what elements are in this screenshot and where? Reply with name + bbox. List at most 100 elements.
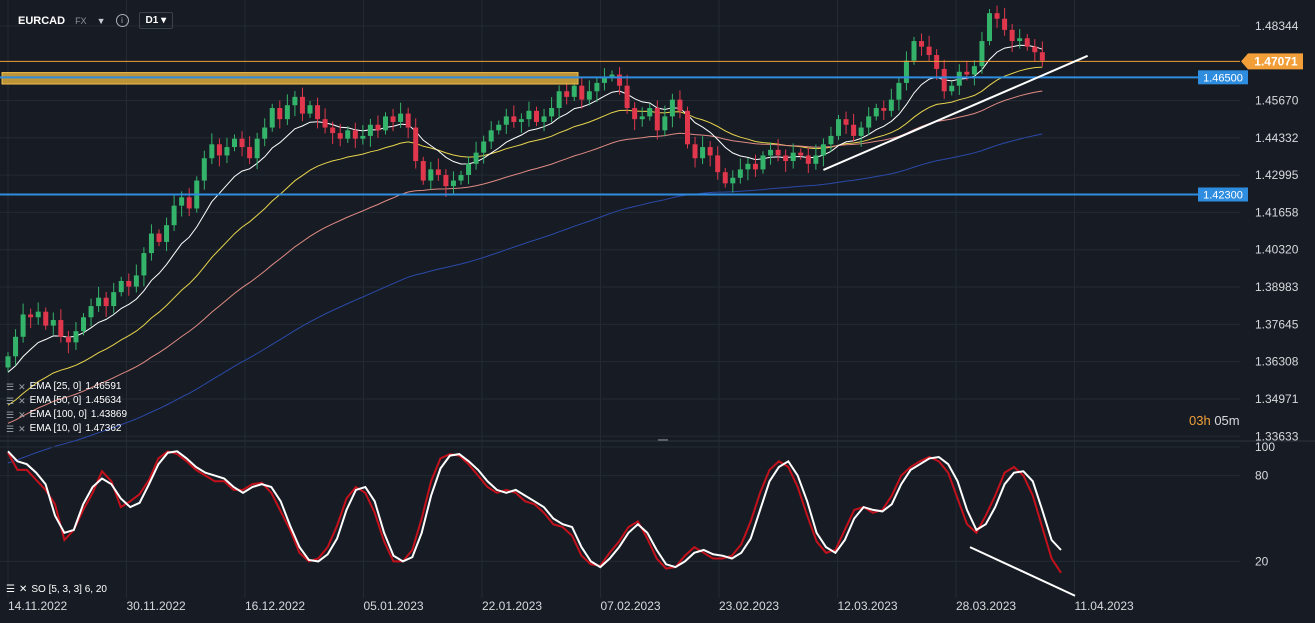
candle-body [632,108,638,120]
candle-body [118,280,124,293]
candle-body [768,149,774,156]
candle-body [209,144,215,159]
trendline [823,54,1089,171]
chevron-down-icon[interactable]: ▼ [96,15,106,26]
candle-body [345,130,351,139]
candle-body [284,105,290,120]
candle-body [171,205,177,226]
candle-body [715,155,721,173]
so-tick-label: 100 [1255,440,1275,454]
timer-hours: 03h [1189,413,1211,428]
candle-body [556,91,562,109]
legend-row[interactable]: ☰ ✕ EMA [10, 0] 1.47362 [6,422,127,436]
info-icon[interactable]: i [115,14,129,27]
timer-minutes: 05m [1214,413,1240,428]
date-tick-label: 23.02.2023 [719,599,779,613]
candle-body [352,130,358,139]
candle-body [994,13,1000,19]
menu-icon[interactable]: ☰ [6,424,15,434]
candle-body [896,82,902,100]
date-tick-label: 30.11.2022 [127,599,186,613]
legend-row[interactable]: ☰ ✕ EMA [25, 0] 1.46591 [6,380,127,394]
candle-body [443,174,449,187]
timeframe-selector[interactable]: D1 ▾ [138,12,174,29]
candle-body [1017,38,1023,42]
legend-row[interactable]: ☰ ✕ EMA [100, 0] 1.43869 [6,408,127,422]
price-tick-label: 1.48344 [1255,19,1299,33]
candle-body [164,225,170,242]
close-icon[interactable]: ✕ [18,382,26,392]
candle-body [858,127,864,136]
candle-body [820,144,826,156]
candle-body [518,119,524,122]
price-tick-label: 1.40320 [1255,243,1299,257]
candle-body [269,108,275,128]
close-icon[interactable]: ✕ [18,396,26,406]
candles [5,5,1045,372]
candle-body [322,119,328,128]
candle-body [971,66,977,75]
menu-icon[interactable]: ☰ [6,584,15,595]
overlays [0,54,1240,196]
candle-body [941,68,947,92]
candle-body [1032,46,1038,53]
menu-icon[interactable]: ☰ [6,396,15,406]
candle-body [58,320,64,337]
candle-body [315,105,321,120]
candle-body [458,174,464,181]
candle-body [534,110,539,122]
candle-body [43,311,49,326]
close-icon[interactable]: ✕ [18,584,28,595]
menu-icon[interactable]: ☰ [6,382,15,392]
close-icon[interactable]: ✕ [18,424,26,434]
candle-body [617,74,623,86]
market-label: FX [75,15,87,26]
candle-body [375,124,381,131]
candle-body [594,82,600,92]
candle-body [866,116,872,128]
price-tick-label: 1.37645 [1255,317,1299,331]
candle-body [843,119,849,125]
ema-line-10 [7,44,1043,373]
candle-body [262,127,268,139]
candle-body [420,161,426,181]
date-tick-label: 16.12.2022 [245,599,305,613]
panel-resize-handle [658,439,668,441]
candle-body [836,119,841,136]
candle-body [669,99,675,117]
close-icon[interactable]: ✕ [18,410,26,420]
legend-row[interactable]: ☰ ✕ EMA [50, 0] 1.45634 [6,394,127,408]
divergence-line [969,546,1076,597]
menu-icon[interactable]: ☰ [6,410,15,420]
legend-label: EMA [25, 0] [29,381,82,392]
candle-body [1024,38,1030,47]
timeframe-label: D1 [145,15,159,26]
candle-body [35,311,41,318]
candle-body [564,91,570,97]
chart-header: EURCAD FX ▼ i D1 ▾ [18,12,174,29]
candle-body [1039,52,1045,61]
stochastic-panel: 100 80 20 [0,440,1275,597]
price-tick-label: 1.38983 [1255,280,1299,294]
legend-value: 1.43869 [90,409,128,420]
candle-body [783,155,789,162]
symbol-label[interactable]: EURCAD [18,14,66,27]
candle-body [586,91,592,100]
candle-body [481,141,487,153]
candle-body [186,197,192,209]
candle-body [511,116,517,122]
candle-body [405,113,411,128]
so-legend[interactable]: ☰ ✕ SO [5, 3, 3] 6, 20 [6,584,107,595]
so-label: SO [5, 3, 3] 6, 20 [31,584,107,595]
date-tick-label: 05.01.2023 [364,599,424,613]
candle-body [299,96,305,114]
candle-body [367,124,373,136]
candle-body [790,152,796,162]
candle-body [722,172,728,184]
candle-body [828,135,834,145]
candle-body [873,108,879,117]
price-tick-label: 1.44332 [1255,131,1299,145]
candle-body [473,152,479,164]
date-tick-label: 12.03.2023 [838,599,898,613]
